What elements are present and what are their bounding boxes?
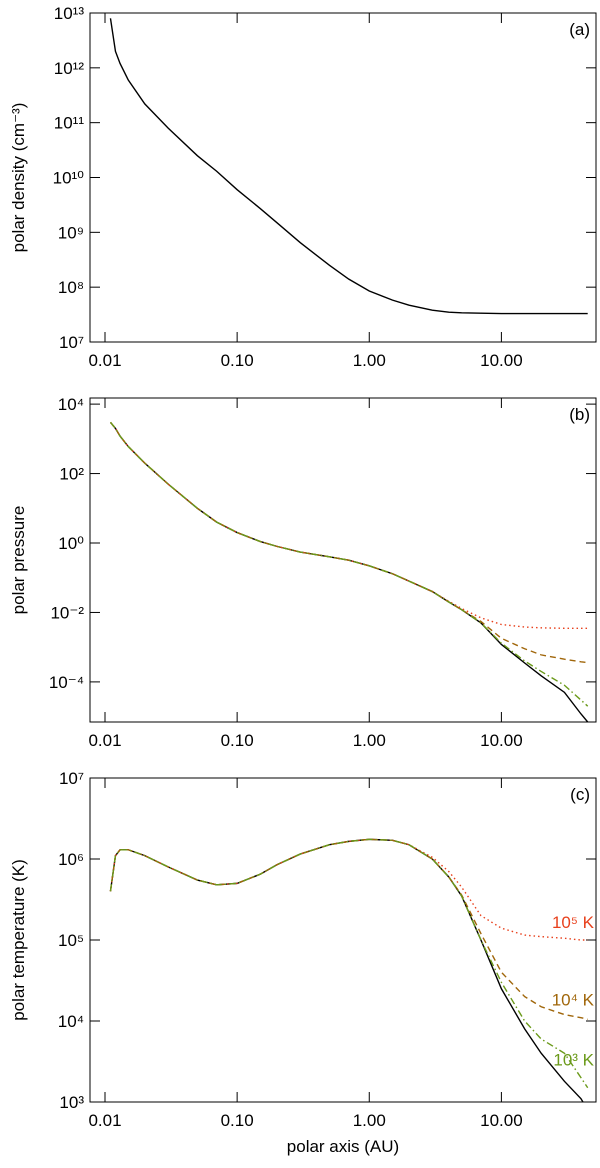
y-axis-label: polar temperature (K) <box>9 859 28 1021</box>
y-tick-label: 10⁵ <box>58 931 84 950</box>
y-axis-label: polar density (cm⁻³) <box>9 103 28 253</box>
y-tick-label: 10¹⁰ <box>53 169 85 188</box>
x-axis-label: polar axis (AU) <box>287 1137 399 1156</box>
panel-label: (c) <box>570 785 590 804</box>
data-line <box>109 838 584 1102</box>
y-tick-label: 10⁸ <box>58 278 84 297</box>
data-line <box>109 838 589 1089</box>
x-tick-label: 1.00 <box>353 731 386 750</box>
series-label: 10⁴ K <box>552 991 595 1010</box>
y-tick-label: 10² <box>59 465 84 484</box>
x-tick-label: 0.01 <box>88 1111 121 1130</box>
x-tick-label: 0.01 <box>88 731 121 750</box>
plot-lines <box>109 421 589 722</box>
data-line <box>109 838 588 1020</box>
y-tick-label: 10⁶ <box>58 850 84 869</box>
panel-label: (b) <box>569 405 590 424</box>
x-tick-label: 0.01 <box>88 351 121 370</box>
series-label: 10³ K <box>553 1051 594 1070</box>
y-tick-label: 10⁴ <box>58 1012 84 1031</box>
y-tick-label: 10¹³ <box>54 4 85 23</box>
y-tick-label: 10⁻⁴ <box>49 673 84 692</box>
series-label: 10⁵ K <box>552 913 595 932</box>
panel-label: (a) <box>569 20 590 39</box>
y-tick-label: 10⁴ <box>58 395 84 414</box>
y-tick-label: 10⁷ <box>59 769 84 788</box>
y-axis-label: polar pressure <box>9 506 28 615</box>
data-line <box>109 421 589 707</box>
y-tick-label: 10⁹ <box>58 223 84 242</box>
x-tick-label: 0.10 <box>221 351 254 370</box>
x-tick-label: 10.00 <box>480 731 523 750</box>
data-line <box>109 421 588 664</box>
y-tick-label: 10³ <box>59 1093 84 1112</box>
plot-lines <box>109 838 589 1102</box>
plot-frame <box>89 777 597 1103</box>
y-tick-label: 10⁰ <box>58 534 84 553</box>
x-tick-label: 1.00 <box>353 351 386 370</box>
y-tick-label: 10⁻² <box>50 603 84 622</box>
y-tick-label: 10⁷ <box>59 333 84 352</box>
plot-frame <box>89 397 597 723</box>
data-line <box>109 421 588 629</box>
x-tick-label: 10.00 <box>480 351 523 370</box>
x-tick-label: 10.00 <box>480 1111 523 1130</box>
x-tick-label: 1.00 <box>353 1111 386 1130</box>
y-tick-label: 10¹² <box>54 59 85 78</box>
plot-frame <box>89 12 597 343</box>
data-line <box>109 18 588 315</box>
plot-lines <box>109 18 588 315</box>
y-tick-label: 10¹¹ <box>54 114 85 133</box>
x-tick-label: 0.10 <box>221 731 254 750</box>
x-tick-label: 0.10 <box>221 1111 254 1130</box>
data-line <box>109 838 588 941</box>
data-line <box>109 421 589 722</box>
